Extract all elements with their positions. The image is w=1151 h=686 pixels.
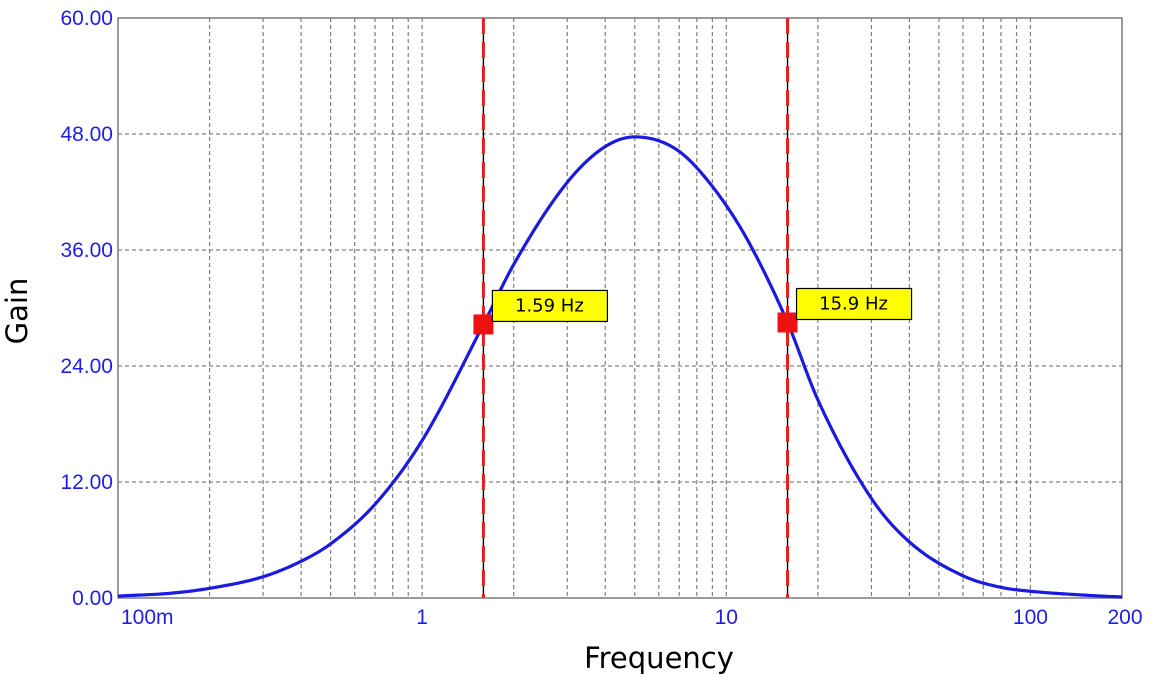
grid-lines: [118, 18, 1122, 598]
marker-labels: 1.59 Hz 15.9 Hz: [491, 287, 913, 323]
y-tick-label: 24.00: [60, 355, 113, 378]
marker-point-0: [473, 314, 494, 335]
y-tick-label: 36.00: [60, 239, 113, 262]
x-tick-label: 100m: [121, 606, 174, 629]
marker-label-0: 1.59 Hz: [515, 295, 584, 316]
x-tick-labels: 100m 1 10 100 200: [121, 606, 1143, 629]
x-axis-label: Frequency: [584, 641, 734, 675]
y-tick-label: 60.00: [60, 7, 113, 30]
x-tick-label: 10: [715, 606, 738, 629]
marker-points: [473, 312, 798, 335]
marker-point-1: [777, 312, 798, 333]
y-tick-label: 12.00: [60, 471, 113, 494]
x-tick-label: 1: [416, 606, 428, 629]
frequency-markers: [481, 18, 790, 598]
marker-label-box-0: [491, 289, 609, 323]
x-tick-label: 200: [1107, 606, 1142, 629]
y-axis-label: Gain: [0, 278, 34, 345]
y-tick-label: 0.00: [72, 587, 113, 610]
y-tick-labels: 0.00 12.00 24.00 36.00 48.00 60.00: [60, 7, 113, 610]
plot-frame: [117, 17, 1123, 599]
gain-curve: [117, 135, 1123, 599]
x-tick-label: 100: [1013, 606, 1048, 629]
marker-label-1: 15.9 Hz: [819, 294, 888, 315]
marker-label-box-1: [795, 287, 913, 321]
y-tick-label: 48.00: [60, 123, 113, 146]
